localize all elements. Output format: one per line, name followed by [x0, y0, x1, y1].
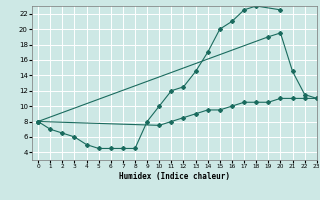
X-axis label: Humidex (Indice chaleur): Humidex (Indice chaleur): [119, 172, 230, 181]
